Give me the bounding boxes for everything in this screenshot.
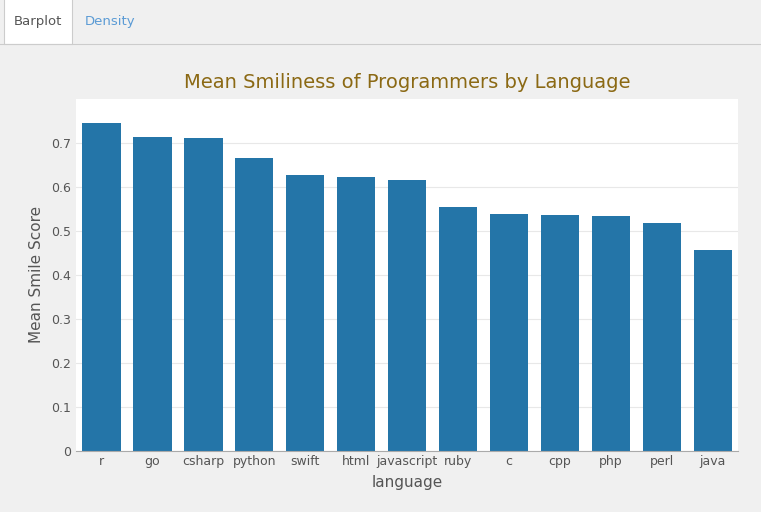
Bar bbox=[4, 0, 72, 44]
X-axis label: language: language bbox=[371, 475, 443, 490]
Bar bbox=[643, 223, 681, 451]
Title: Mean Smiliness of Programmers by Language: Mean Smiliness of Programmers by Languag… bbox=[184, 73, 630, 92]
Bar bbox=[133, 137, 171, 451]
Y-axis label: Mean Smile Score: Mean Smile Score bbox=[29, 206, 44, 344]
Bar bbox=[235, 158, 273, 451]
Bar bbox=[592, 217, 630, 451]
Bar bbox=[286, 175, 324, 451]
Bar bbox=[439, 207, 477, 451]
Bar bbox=[490, 214, 528, 451]
Bar bbox=[388, 180, 426, 451]
Bar bbox=[82, 123, 121, 451]
Text: Barplot: Barplot bbox=[14, 15, 62, 28]
Bar bbox=[184, 138, 222, 451]
Bar bbox=[541, 215, 579, 451]
Bar bbox=[337, 177, 375, 451]
Bar bbox=[693, 250, 732, 451]
Text: Density: Density bbox=[85, 15, 135, 28]
